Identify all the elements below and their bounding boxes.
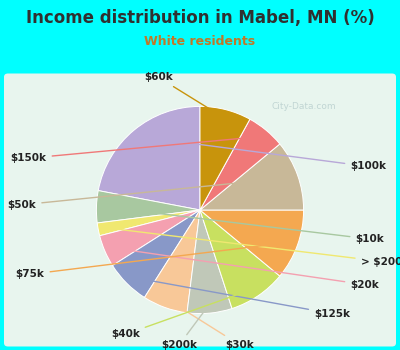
Wedge shape — [98, 106, 200, 210]
Text: $10k: $10k — [108, 207, 384, 244]
Text: White residents: White residents — [144, 35, 256, 48]
Text: $40k: $40k — [111, 290, 251, 339]
Text: $50k: $50k — [8, 178, 287, 210]
Text: $60k: $60k — [144, 72, 221, 116]
Text: $125k: $125k — [135, 278, 350, 318]
Wedge shape — [200, 210, 304, 276]
Text: $100k: $100k — [142, 137, 386, 172]
Wedge shape — [96, 191, 200, 223]
Text: $30k: $30k — [170, 301, 254, 350]
Wedge shape — [100, 210, 200, 266]
Text: $75k: $75k — [16, 243, 287, 279]
Wedge shape — [187, 210, 232, 314]
Wedge shape — [97, 210, 200, 236]
Text: Income distribution in Mabel, MN (%): Income distribution in Mabel, MN (%) — [26, 9, 374, 27]
Wedge shape — [200, 119, 280, 210]
Wedge shape — [112, 210, 200, 298]
Wedge shape — [144, 210, 200, 313]
Wedge shape — [200, 210, 280, 309]
Wedge shape — [200, 144, 304, 210]
Text: > $200k: > $200k — [109, 228, 400, 267]
Text: $20k: $20k — [115, 248, 379, 289]
Wedge shape — [200, 106, 250, 210]
Text: $200k: $200k — [161, 307, 207, 350]
Text: City-Data.com: City-Data.com — [272, 102, 336, 111]
Text: $150k: $150k — [11, 137, 258, 163]
FancyBboxPatch shape — [4, 74, 396, 346]
